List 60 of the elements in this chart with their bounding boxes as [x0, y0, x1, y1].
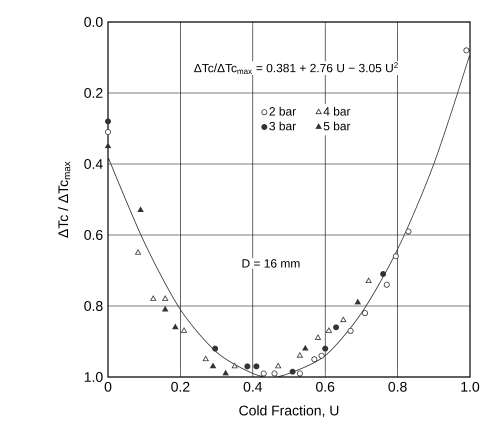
point — [172, 324, 178, 330]
point — [318, 352, 325, 359]
point — [302, 345, 308, 350]
point — [348, 328, 354, 334]
legend-label: 5 bar — [324, 122, 350, 130]
y-tick-label: 0.8 — [84, 301, 103, 311]
point — [340, 316, 346, 322]
point — [275, 362, 282, 368]
point — [162, 306, 168, 312]
point — [362, 310, 368, 316]
point — [272, 370, 278, 376]
point — [222, 370, 229, 376]
y-tick-label: 1.0 — [84, 372, 103, 382]
point — [135, 249, 142, 255]
point — [380, 271, 386, 278]
point — [333, 324, 340, 330]
point — [105, 129, 111, 136]
point — [202, 356, 209, 362]
point — [253, 363, 260, 370]
point — [311, 356, 318, 362]
point — [260, 370, 267, 376]
point — [405, 228, 412, 234]
point — [244, 363, 250, 370]
point — [150, 296, 156, 301]
point — [384, 282, 390, 288]
point — [296, 352, 303, 358]
legend-label: 2 bar — [269, 106, 296, 116]
x-tick-label: 0.8 — [388, 382, 407, 392]
y-tick-label: 0.2 — [84, 88, 102, 98]
point — [210, 362, 216, 368]
point — [181, 327, 188, 333]
point — [105, 118, 111, 124]
annotation: D = 16 mm — [242, 259, 300, 268]
point — [138, 206, 144, 212]
point — [326, 327, 332, 333]
point — [296, 370, 303, 376]
legend-label: 4 bar — [324, 106, 350, 116]
legend-label: 3 bar — [269, 122, 296, 130]
x-tick-label: 1.0 — [461, 382, 480, 392]
y-axis-title: ΔTc / ΔTc$_{max}$ — [58, 162, 70, 238]
y-tick-label: 0.6 — [84, 230, 103, 240]
x-tick-label: 0.2 — [171, 382, 190, 392]
point — [392, 253, 399, 260]
y-tick-label: 0.4 — [84, 159, 103, 169]
x-tick-label: 0.6 — [316, 382, 334, 392]
point — [314, 334, 321, 340]
point — [232, 362, 238, 368]
point — [322, 346, 328, 352]
x-tick-label: 0.4 — [244, 382, 262, 392]
point — [212, 346, 218, 352]
x-axis-title: Cold Fraction, U — [239, 405, 338, 418]
y-tick-label: 0.0 — [84, 17, 103, 27]
point — [366, 278, 372, 284]
point — [162, 296, 168, 301]
point — [354, 299, 361, 304]
point — [290, 368, 296, 375]
point — [105, 142, 111, 148]
x-tick-label: 0 — [104, 382, 112, 392]
annotation: ΔTc/ΔTc$_{max}$ = 0.381 + 2.76 U − 3.05 U$^{2}$ — [194, 62, 398, 74]
point — [463, 47, 470, 54]
